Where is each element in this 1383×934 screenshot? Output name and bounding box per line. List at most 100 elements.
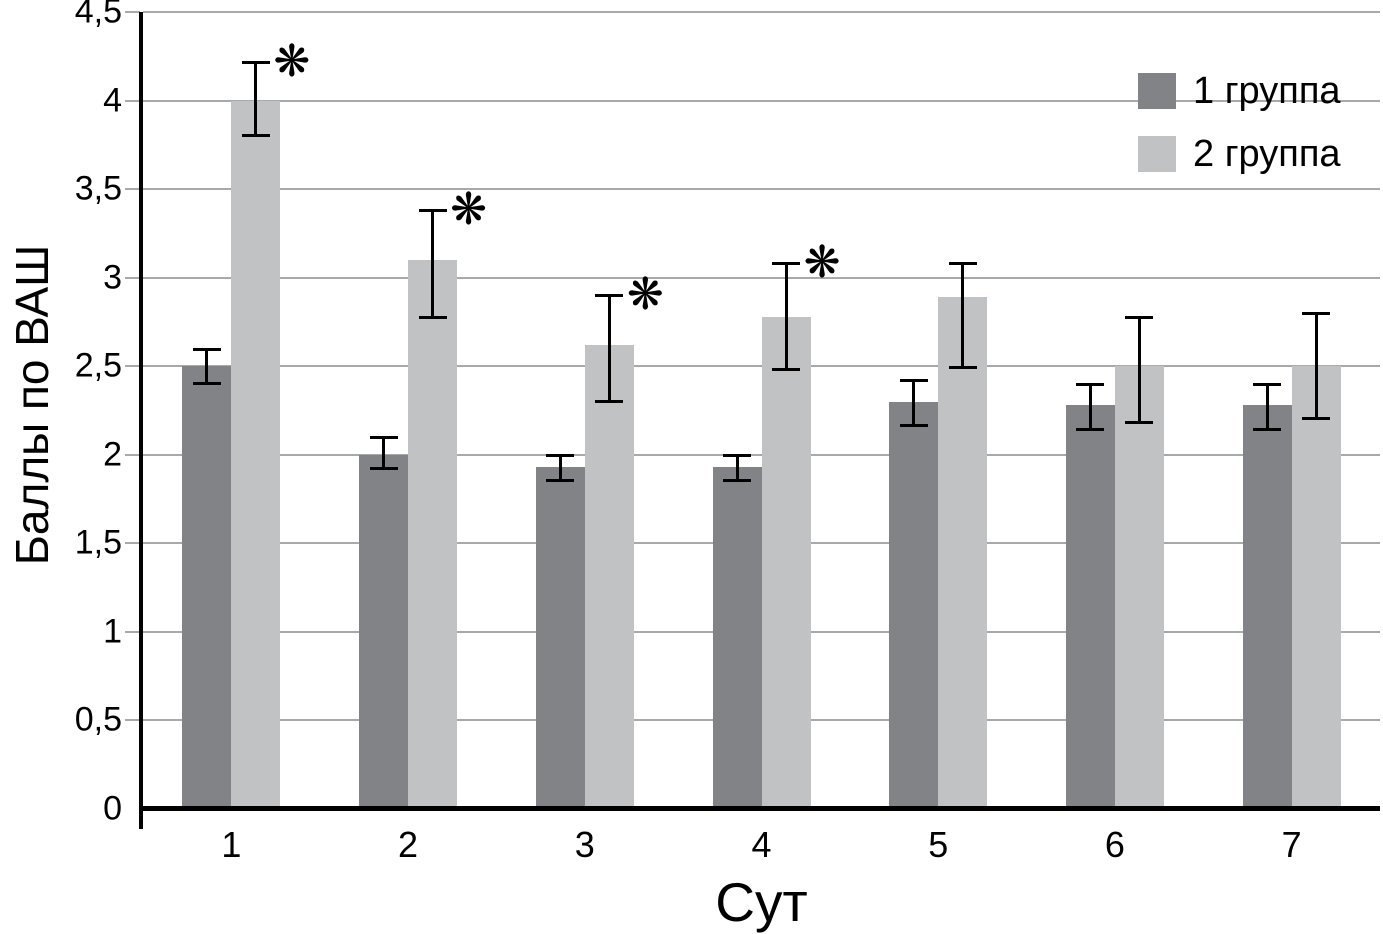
- y-tick-label: 1,5: [74, 523, 122, 562]
- error-bar-line: [912, 380, 916, 427]
- error-bar-cap-top: [192, 347, 221, 351]
- error-bar-cap-top: [948, 262, 977, 266]
- x-axis-line: [139, 806, 1380, 811]
- y-tick-label: 3,5: [74, 169, 122, 208]
- error-bar-cap-bottom: [723, 479, 751, 483]
- bar-2-day-7: [1291, 366, 1341, 809]
- x-tick-label: 3: [574, 824, 595, 865]
- significance-asterisk: ❋: [626, 269, 664, 321]
- error-bar-cap-bottom: [418, 316, 447, 320]
- error-bar-line: [1137, 316, 1141, 423]
- error-bar-cap-bottom: [948, 365, 977, 369]
- error-bar-cap-top: [418, 209, 447, 213]
- error-bar-line: [431, 210, 435, 319]
- x-tick-label: 1: [221, 824, 242, 865]
- gridline: [143, 11, 1380, 13]
- y-tick-mark: [125, 453, 140, 456]
- y-tick-label: 4,5: [74, 0, 122, 31]
- gridline: [143, 276, 1380, 279]
- bar-1-day-5: [889, 401, 939, 809]
- y-tick-mark: [125, 365, 140, 368]
- y-tick-label: 1: [103, 612, 122, 651]
- y-tick-label: 3: [103, 258, 122, 297]
- error-bar-line: [735, 454, 739, 482]
- legend-swatch: [1138, 73, 1176, 109]
- legend-item: 2 группа: [1138, 132, 1341, 175]
- error-bar-line: [205, 348, 209, 384]
- x-tick-label: 6: [1104, 824, 1125, 865]
- gridline: [143, 99, 1380, 102]
- error-bar-cap-bottom: [369, 466, 398, 470]
- bar-2-day-5: [938, 297, 988, 809]
- bar-1-day-4: [712, 467, 762, 809]
- y-tick-label: 2,5: [74, 346, 122, 385]
- error-bar-cap-top: [1076, 382, 1105, 386]
- error-bar-cap-top: [723, 453, 751, 457]
- error-bar-line: [784, 263, 788, 370]
- y-tick-mark: [125, 719, 140, 722]
- error-bar-line: [607, 295, 611, 402]
- legend-label: 2 группа: [1193, 132, 1341, 175]
- y-axis-line: [139, 12, 143, 829]
- gridline: [143, 188, 1380, 191]
- y-tick-label: 0: [103, 789, 122, 828]
- error-bar-cap-top: [595, 294, 624, 298]
- error-bar-line: [558, 454, 562, 482]
- error-bar-line: [382, 437, 386, 469]
- bar-2-day-6: [1114, 366, 1164, 809]
- error-bar-cap-top: [899, 379, 928, 383]
- x-tick-label: 5: [928, 824, 949, 865]
- y-tick-label: 2: [103, 435, 122, 474]
- bar-1-day-2: [359, 454, 409, 809]
- error-bar-line: [1314, 313, 1318, 420]
- error-bar-cap-top: [546, 453, 575, 457]
- error-bar-line: [1088, 383, 1092, 430]
- bar-2-day-2: [408, 259, 458, 809]
- error-bar-line: [961, 263, 965, 368]
- error-bar-line: [254, 61, 258, 136]
- significance-asterisk: ❋: [273, 35, 311, 87]
- bar-1-day-7: [1242, 405, 1292, 809]
- bar-1-day-3: [535, 467, 585, 809]
- error-bar-line: [1265, 383, 1269, 430]
- y-tick-label: 0,5: [74, 700, 122, 739]
- error-bar-cap-top: [772, 262, 800, 266]
- bar-2-day-4: [761, 316, 811, 809]
- significance-asterisk: ❋: [803, 237, 841, 289]
- legend-label: 1 группа: [1193, 69, 1341, 112]
- y-tick-mark: [125, 276, 140, 279]
- error-bar-cap-top: [241, 60, 270, 64]
- error-bar-cap-bottom: [1253, 427, 1282, 431]
- bar-1-day-1: [182, 366, 232, 809]
- bar-2-day-1: [231, 100, 281, 809]
- error-bar-cap-bottom: [1125, 420, 1154, 424]
- plot-area: ❋ ❋ ❋ ❋ 0 0,5 1 1,5 2 2,5 3 3,5 4 4,5 1 2 3 4 5 6 7 Сут 1 …: [75, 0, 1380, 933]
- legend: 1 группа 2 группа: [1138, 69, 1341, 198]
- legend-item: 1 группа: [1138, 69, 1341, 112]
- error-bar-cap-bottom: [1076, 427, 1105, 431]
- error-bar-cap-bottom: [1302, 417, 1331, 421]
- error-bar-cap-top: [1302, 312, 1331, 316]
- x-axis-title: Сут: [715, 871, 808, 933]
- error-bar-cap-bottom: [192, 381, 221, 385]
- error-bar-cap-bottom: [241, 133, 270, 137]
- x-tick-label: 2: [398, 824, 419, 865]
- x-tick-label: 4: [751, 824, 772, 865]
- error-bar-cap-top: [1125, 315, 1154, 319]
- error-bar-cap-bottom: [899, 424, 928, 428]
- significance-asterisk: ❋: [450, 184, 487, 236]
- y-tick-label: 4: [103, 81, 122, 120]
- y-tick-mark: [125, 542, 140, 545]
- y-tick-mark: [125, 630, 140, 633]
- error-bar-cap-top: [1253, 382, 1282, 386]
- error-bar-cap-bottom: [772, 367, 800, 371]
- error-bar-cap-bottom: [595, 399, 624, 403]
- error-bar-cap-bottom: [546, 479, 575, 483]
- bar-1-day-6: [1065, 405, 1115, 809]
- error-bar-cap-top: [369, 436, 398, 440]
- bar-2-day-3: [584, 344, 634, 809]
- y-tick-mark: [125, 188, 140, 191]
- legend-swatch: [1138, 136, 1176, 172]
- y-tick-mark: [125, 11, 140, 13]
